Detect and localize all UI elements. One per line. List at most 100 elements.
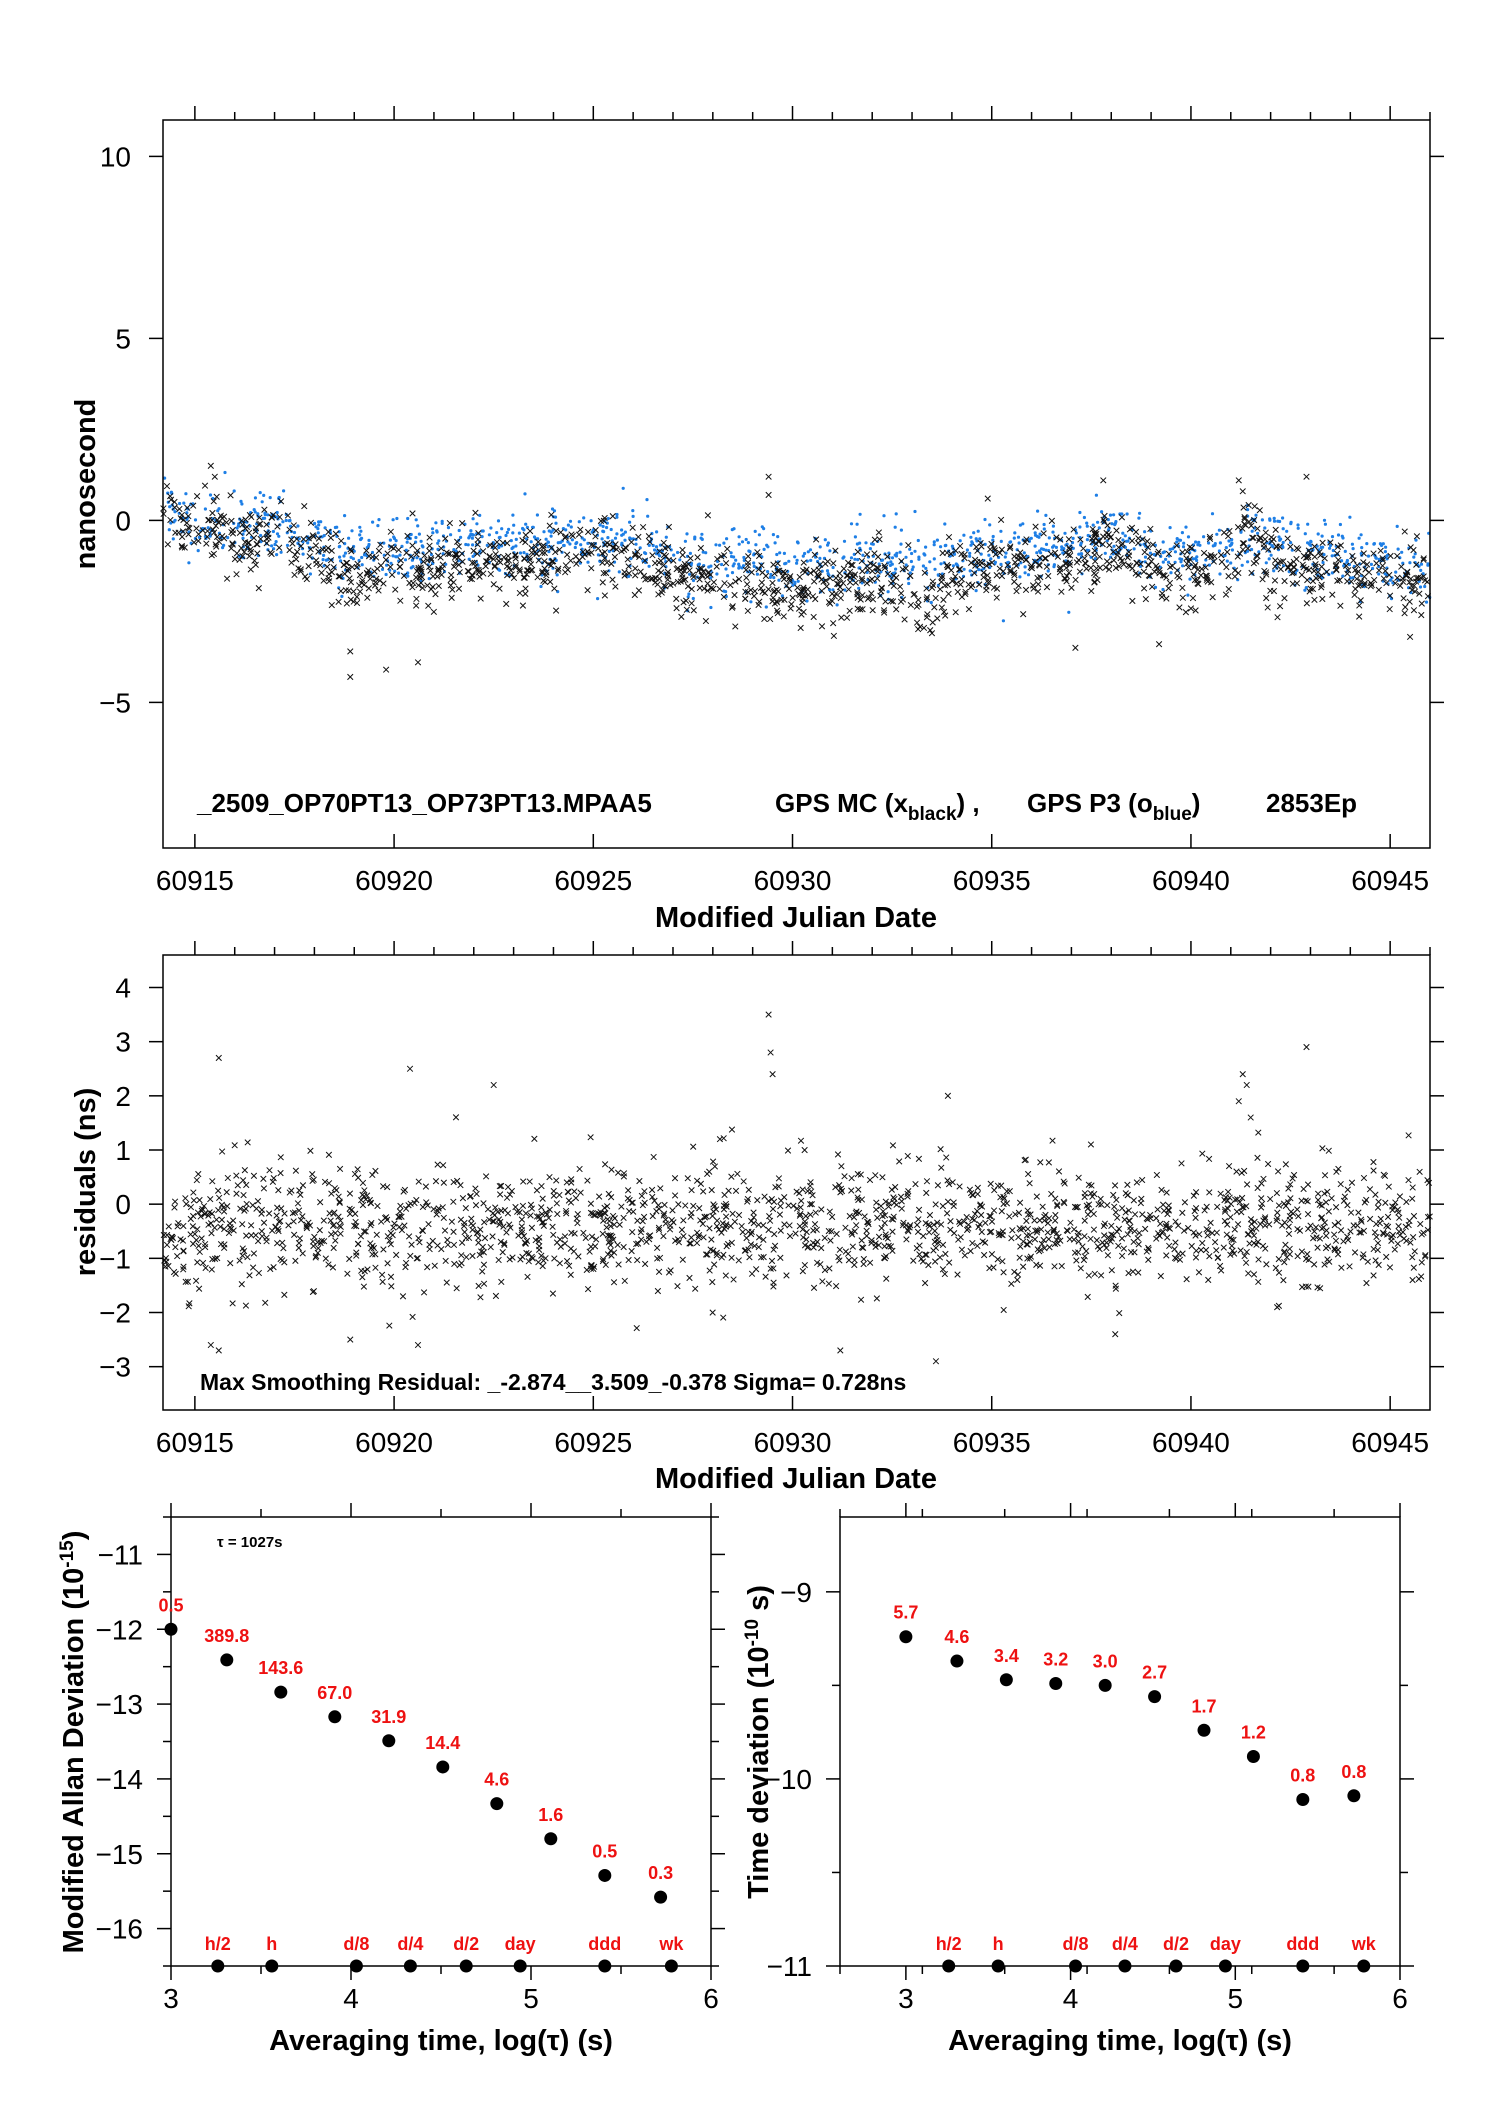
p1-black-point (1239, 540, 1247, 547)
p1-black-point (1179, 594, 1187, 601)
p2-residual-point (458, 1260, 465, 1267)
p2-residual-point (1055, 1233, 1062, 1241)
p2-residual-point (1075, 1174, 1082, 1181)
p2-residual-point (1298, 1197, 1305, 1204)
p2-residual-point (325, 1151, 333, 1158)
p1-black-point (658, 569, 665, 576)
p2-residual-point (359, 1179, 367, 1187)
p3-x-tick-label: 6 (703, 1983, 719, 2014)
p1-blue-point (514, 544, 518, 548)
p2-residual-point (1384, 1213, 1392, 1221)
p1-black-point (1410, 607, 1418, 614)
p2-residual-point (961, 1218, 968, 1225)
p2-residual-point (498, 1207, 505, 1214)
p1-black-point (1192, 561, 1199, 569)
p1-black-point (1304, 576, 1311, 584)
p1-black-point (884, 553, 891, 560)
p1-black-point (778, 596, 785, 603)
p1-black-point (435, 567, 442, 575)
p4-plot-frame (839, 1516, 1401, 1967)
p1-black-point (213, 533, 221, 541)
p1-black-point (1335, 556, 1342, 564)
p1-blue-point (647, 543, 651, 548)
p2-residual-point (700, 1234, 707, 1241)
p1-blue-point (1268, 518, 1272, 522)
p1-black-point (1380, 575, 1388, 582)
p1-black-point (496, 585, 503, 592)
p1-black-point (923, 585, 930, 592)
p1-black-point (1206, 535, 1214, 542)
p2-residual-point (1081, 1190, 1089, 1197)
p2-residual-point (1409, 1276, 1416, 1284)
p1-blue-point (1281, 540, 1285, 545)
p2-residual-point (671, 1192, 679, 1199)
p1-blue-point (715, 572, 719, 576)
p1-blue-point (253, 510, 257, 514)
p1-blue-point (709, 564, 713, 568)
p2-residual-point (554, 1210, 561, 1218)
p2-residual-point (939, 1266, 947, 1273)
p2-residual-point (1163, 1252, 1170, 1259)
p1-blue-point (1263, 526, 1267, 530)
p1-black-point (499, 539, 507, 547)
p2-residual-point (501, 1241, 508, 1248)
p1-blue-point (1229, 542, 1234, 547)
p1-blue-point (406, 537, 410, 541)
p1-black-point (1110, 557, 1118, 564)
p2-residual-point (711, 1163, 719, 1170)
p1-black-point (818, 623, 826, 630)
p2-residual-point (969, 1239, 976, 1247)
p1-black-point (1091, 547, 1098, 554)
p1-black-point (1406, 579, 1413, 586)
p2-residual-point (580, 1229, 587, 1237)
p2-residual-point (346, 1255, 353, 1263)
p1-black-point (412, 574, 420, 581)
p1-black-point (1277, 566, 1284, 573)
p2-residual-point (1137, 1199, 1144, 1207)
p2-residual-point (1225, 1162, 1233, 1170)
p1-black-point (621, 569, 628, 576)
p1-blue-point (777, 578, 781, 582)
p1-black-point (1240, 504, 1247, 511)
p1-black-point (1418, 611, 1425, 619)
p1-blue-point (818, 556, 822, 561)
p2-residual-point (837, 1189, 844, 1196)
p1-black-point (427, 555, 435, 562)
p1-blue-point (991, 538, 995, 542)
p2-residual-point (881, 1219, 888, 1227)
p2-residual-point (472, 1202, 480, 1209)
p2-residual-point (1267, 1195, 1274, 1203)
p1-black-point (1310, 567, 1318, 575)
p2-residual-point (662, 1220, 669, 1227)
p1-blue-point (554, 521, 558, 525)
p1-black-point (432, 591, 439, 598)
p2-residual-point (265, 1210, 273, 1217)
p2-residual-point (1233, 1168, 1240, 1175)
p1-black-point (952, 573, 959, 580)
p1-black-point (1058, 588, 1065, 595)
p2-residual-point (244, 1139, 251, 1146)
p2-residual-outlier (1112, 1331, 1119, 1338)
p2-residual-point (648, 1186, 656, 1194)
p1-black-point (1068, 584, 1075, 591)
p2-x-tick-label: 60940 (1152, 1427, 1230, 1458)
p1-blue-point (1173, 560, 1177, 564)
p2-residual-point (209, 1256, 216, 1263)
p2-residual-point (650, 1153, 657, 1161)
p2-residual-point (384, 1183, 391, 1191)
p2-residual-outlier (1239, 1071, 1246, 1078)
p1-black-point (1318, 563, 1325, 570)
p1-blue-point (1168, 547, 1172, 552)
p2-residual-point (1371, 1229, 1379, 1236)
p4-axis-ticks: 3 4 5 6−9−10−11 (765, 1503, 1414, 2014)
p2-residual-point (479, 1243, 486, 1251)
p1-black-point (367, 575, 374, 582)
p1-plot-frame (162, 119, 1431, 849)
p2-residual-point (208, 1266, 215, 1273)
p2-residual-point (931, 1227, 938, 1235)
p1-blue-point (858, 541, 862, 545)
p2-residual-point (501, 1240, 508, 1247)
p1-blue-point (1369, 562, 1373, 567)
p1-blue-point (654, 545, 659, 549)
p2-residual-point (190, 1189, 197, 1196)
